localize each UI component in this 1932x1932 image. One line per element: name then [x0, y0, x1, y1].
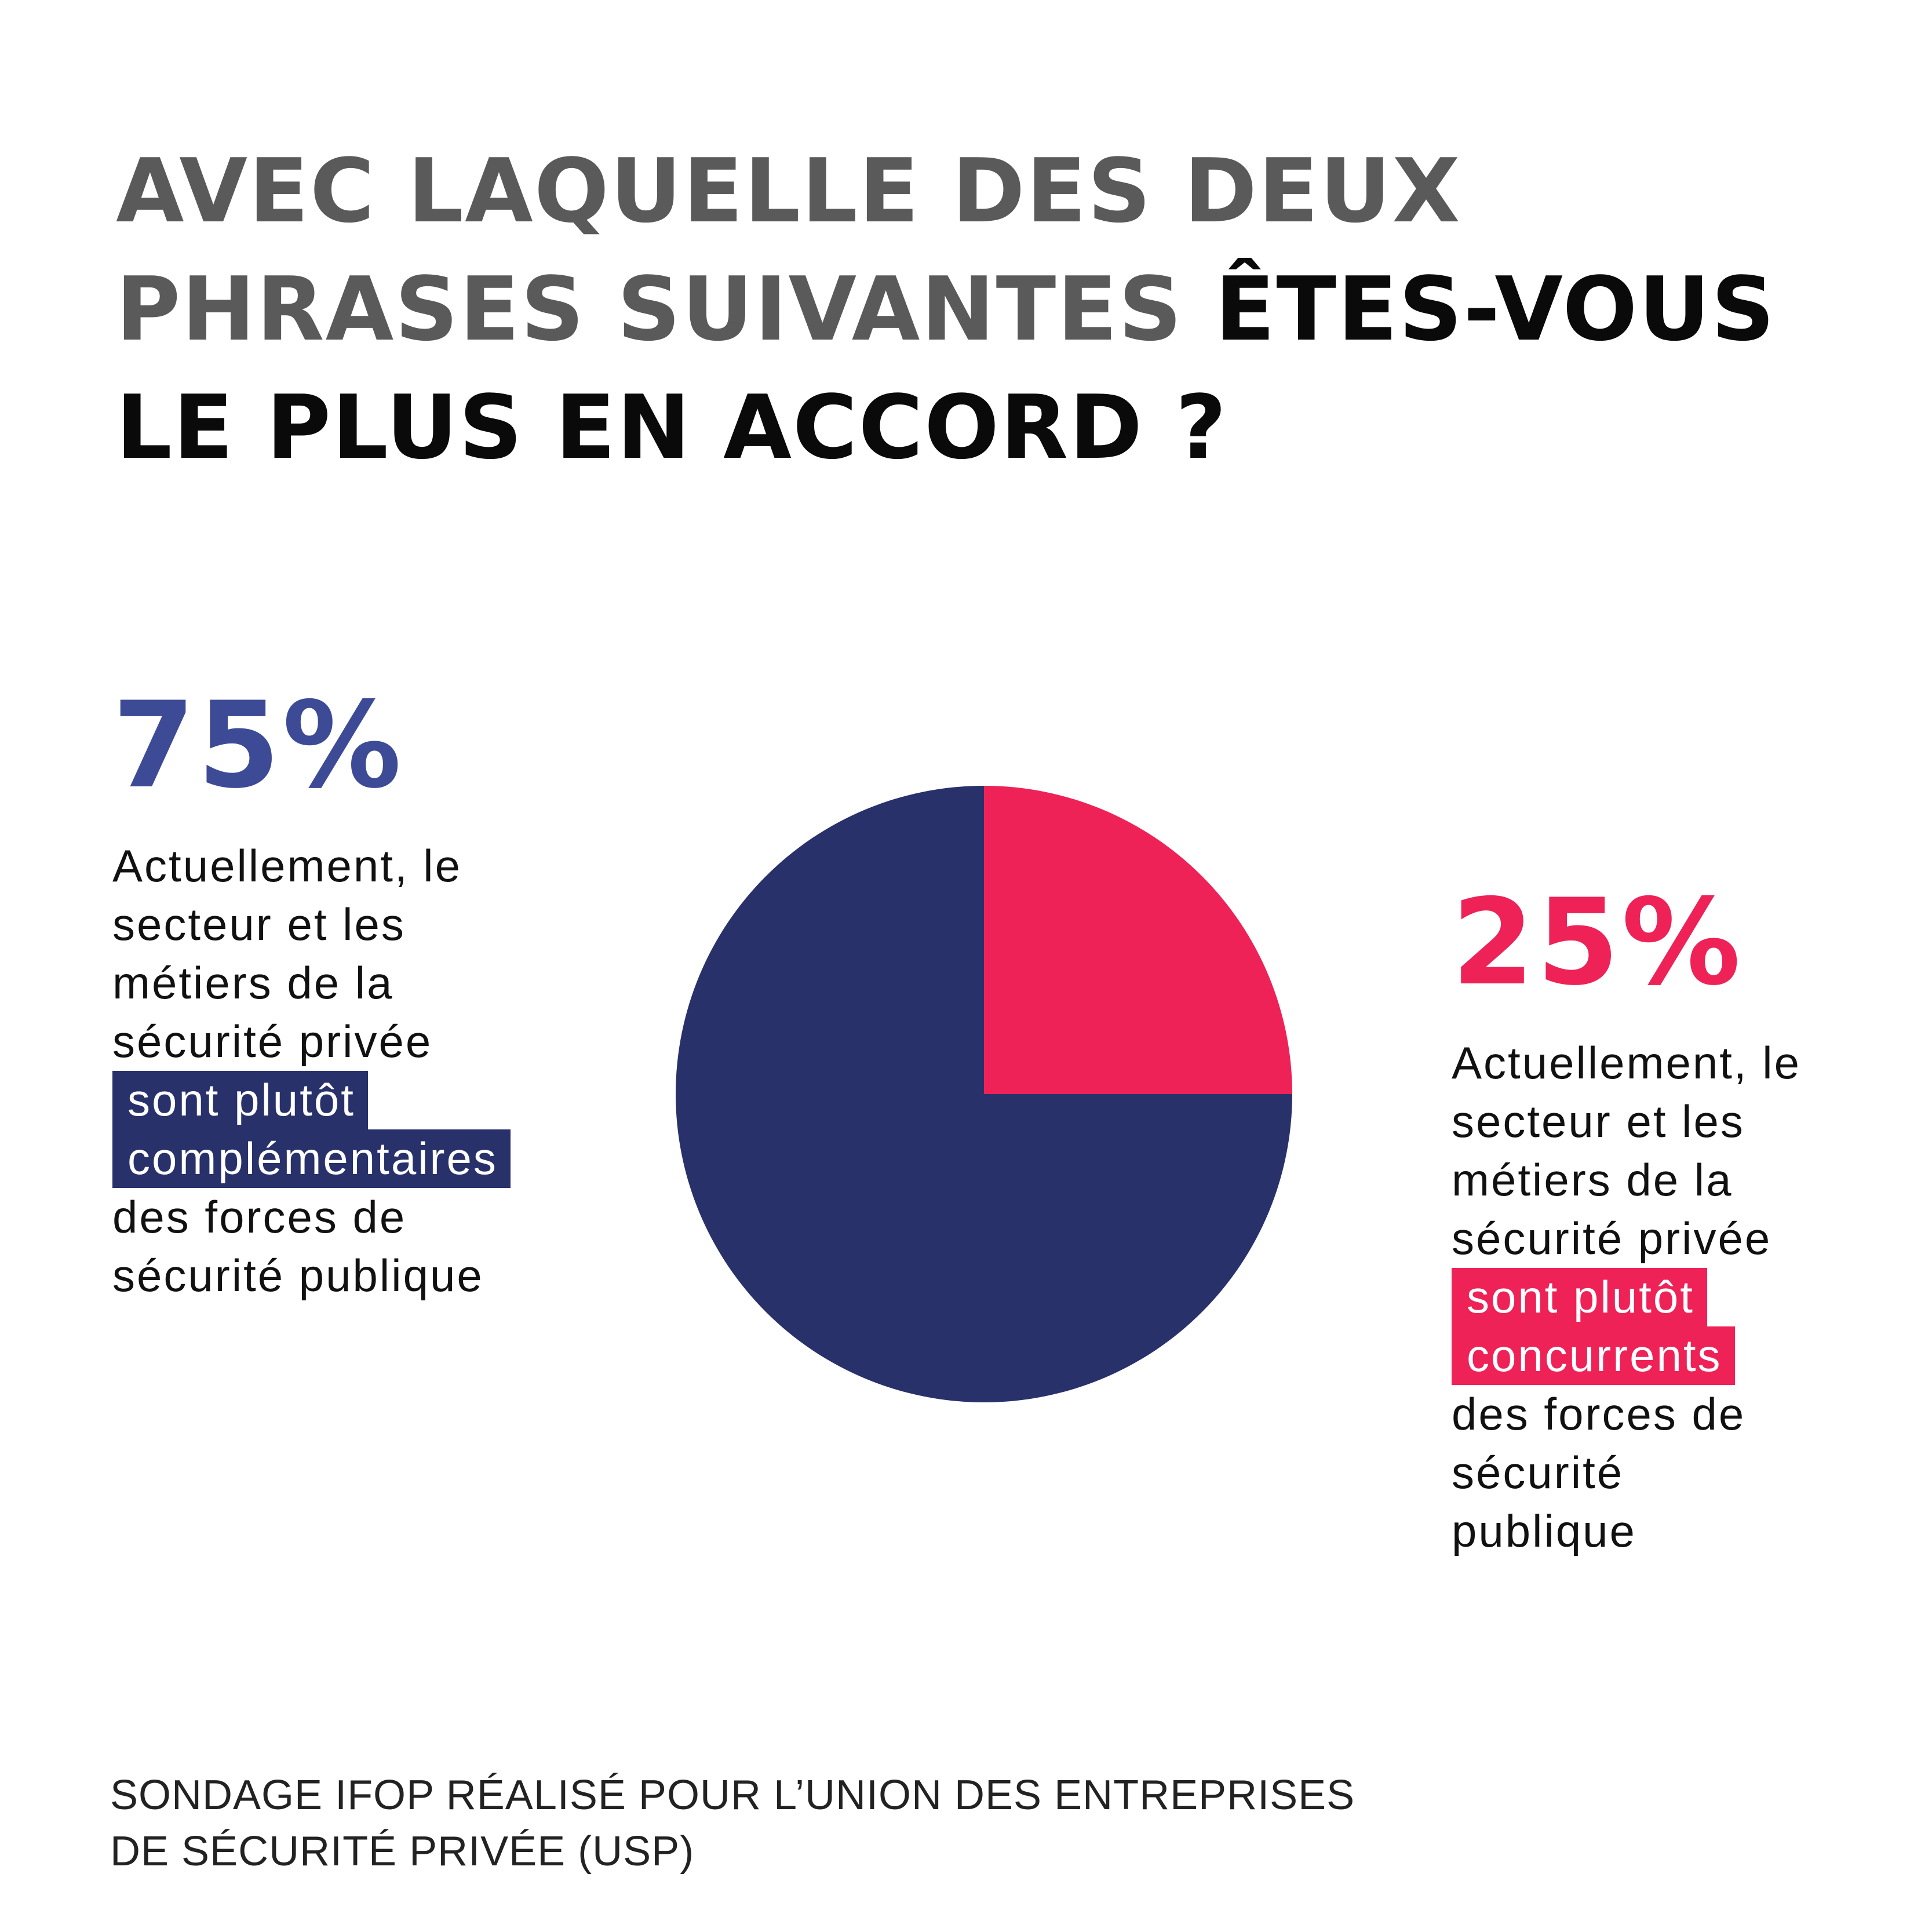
statement-line: sécurité privée [1452, 1213, 1772, 1264]
title-line-2-grey: PHRASES SUIVANTES [116, 258, 1215, 360]
statement-line: métiers de la [112, 957, 394, 1008]
source-line-2: DE SÉCURITÉ PRIVÉE (USP) [110, 1828, 695, 1875]
chart-title: AVEC LAQUELLE DES DEUX PHRASES SUIVANTES… [116, 132, 1854, 487]
statement-line: Actuellement, le [112, 840, 462, 891]
highlight-line: concurrents [1452, 1326, 1801, 1385]
pie-slice-25pct [984, 786, 1292, 1094]
statement-complementaires: Actuellement, le secteur et les métiers … [112, 837, 511, 1305]
pie-slice-75pct [676, 786, 1292, 1402]
legend-block-concurrents: 25% Actuellement, le secteur et les méti… [1452, 876, 1801, 1561]
pie-slices [676, 786, 1292, 1402]
highlight-text: concurrents [1452, 1326, 1735, 1385]
highlight-line: complémentaires [112, 1129, 511, 1188]
highlight-line: sont plutôt [1452, 1268, 1801, 1326]
statement-line: sécurité [1452, 1447, 1624, 1498]
statement-line: sécurité privée [112, 1016, 433, 1067]
statement-line: sécurité publique [112, 1250, 484, 1301]
highlight-text: complémentaires [112, 1129, 511, 1188]
legend-block-complementaires: 75% Actuellement, le secteur et les méti… [112, 679, 511, 1305]
title-line-2-strong: ÊTES-VOUS [1215, 258, 1776, 360]
statement-concurrents: Actuellement, le secteur et les métiers … [1452, 1034, 1801, 1561]
title-line-1: AVEC LAQUELLE DES DEUX [116, 140, 1461, 242]
statement-line: des forces de [1452, 1388, 1746, 1439]
percent-label-75: 75% [112, 677, 404, 815]
source-note: SONDAGE IFOP RÉALISÉ POUR L’UNION DES EN… [110, 1767, 1355, 1880]
statement-line: publique [1452, 1505, 1636, 1556]
statement-line: secteur et les [112, 899, 406, 950]
title-line-2: PHRASES SUIVANTES ÊTES-VOUS [116, 250, 1854, 369]
source-line-1: SONDAGE IFOP RÉALISÉ POUR L’UNION DES EN… [110, 1772, 1355, 1818]
statement-line: des forces de [112, 1191, 407, 1242]
statement-line: secteur et les [1452, 1096, 1745, 1147]
highlight-line: sont plutôt [112, 1071, 511, 1129]
statement-line: métiers de la [1452, 1154, 1733, 1205]
highlight-text: sont plutôt [1452, 1268, 1707, 1326]
percent-label-25: 25% [1452, 874, 1743, 1012]
highlight-text: sont plutôt [112, 1071, 368, 1129]
title-line-3: LE PLUS EN ACCORD ? [116, 376, 1228, 479]
statement-line: Actuellement, le [1452, 1037, 1801, 1088]
